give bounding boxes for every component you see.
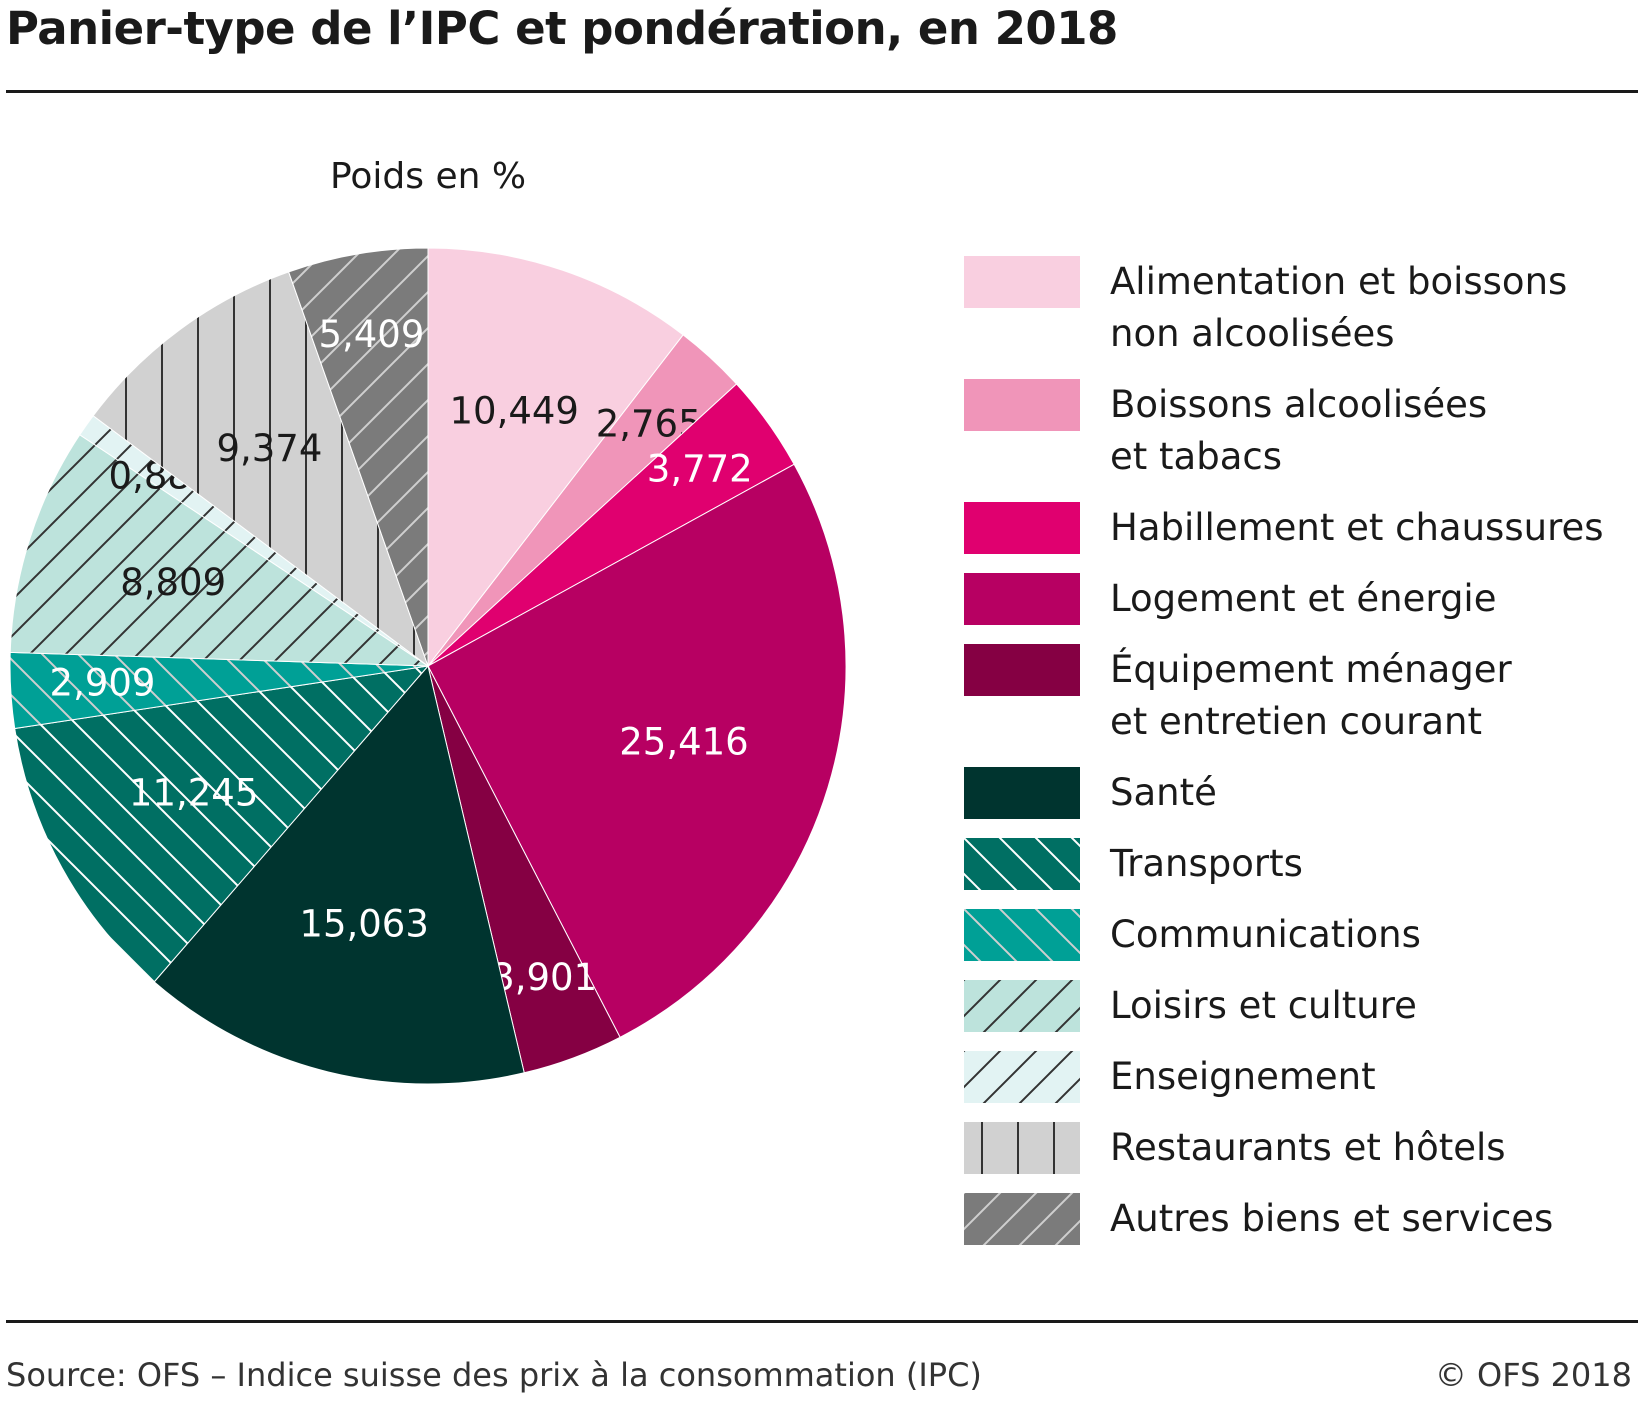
legend-item: Enseignement	[964, 1051, 1638, 1103]
pie-slice	[288, 247, 429, 667]
legend-label: Santé	[1110, 771, 1217, 814]
rule	[6, 90, 1638, 93]
legend-label: Enseignement	[1110, 1055, 1376, 1098]
legend-swatch	[964, 502, 1080, 554]
legend-item: Autres biens et services	[964, 1193, 1638, 1245]
legend-item: Boissons alcoolisées et tabacs	[964, 379, 1638, 483]
pie-slice	[427, 247, 684, 668]
value-label: 2,909	[50, 662, 156, 705]
rule	[6, 1320, 1638, 1323]
legend-item: Alimentation et boissons non alcoolisées	[964, 256, 1638, 360]
copyright: © OFS 2018	[1434, 1356, 1632, 1394]
value-label: 8,809	[120, 561, 226, 604]
value-label: 11,245	[129, 772, 258, 815]
legend-item: Habillement et chaussures	[964, 502, 1638, 554]
legend: Alimentation et boissons non alcoolisées…	[964, 256, 1638, 1264]
legend-swatch	[964, 256, 1080, 308]
legend-item: Santé	[964, 767, 1638, 819]
legend-label: Alimentation et boissons non alcoolisées	[1110, 260, 1568, 355]
chart-title: Panier-type de l’IPC et pondération, en …	[6, 2, 1118, 55]
legend-label: Autres biens et services	[1110, 1197, 1554, 1240]
value-label: 3,772	[647, 448, 753, 491]
legend-swatch	[964, 1122, 1080, 1174]
legend-swatch	[964, 379, 1080, 431]
legend-item: Équipement ménager et entretien courant	[964, 644, 1638, 748]
legend-swatch	[964, 767, 1080, 819]
legend-swatch	[964, 644, 1080, 696]
pie-chart: 10,449 2,7653,77225,4163,90115,06311,2452…	[9, 247, 847, 1085]
legend-swatch	[964, 573, 1080, 625]
legend-item: Transports	[964, 838, 1638, 890]
pie-slice	[92, 271, 430, 668]
value-label: 3,901	[491, 956, 597, 999]
subtitle: Poids en %	[329, 156, 527, 197]
legend-swatch	[964, 1051, 1080, 1103]
legend-swatch	[964, 838, 1080, 890]
pie-slice	[14, 665, 430, 983]
legend-label: Habillement et chaussures	[1110, 506, 1604, 549]
legend-item: Loisirs et culture	[964, 980, 1638, 1032]
legend-swatch	[964, 909, 1080, 961]
legend-label: Transports	[1110, 842, 1303, 885]
legend-swatch	[964, 980, 1080, 1032]
legend-label: Boissons alcoolisées et tabacs	[1110, 383, 1488, 478]
value-label: 5,409	[318, 313, 424, 356]
legend-label: Restaurants et hôtels	[1110, 1126, 1506, 1169]
legend-label: Loisirs et culture	[1110, 984, 1417, 1027]
source: Source: OFS – Indice suisse des prix à l…	[6, 1356, 982, 1394]
legend-item: Restaurants et hôtels	[964, 1122, 1638, 1174]
value-label: 15,063	[299, 902, 428, 945]
legend-item: Communications	[964, 909, 1638, 961]
legend-item: Logement et énergie	[964, 573, 1638, 625]
legend-label: Communications	[1110, 913, 1421, 956]
value-label: 10,449	[450, 389, 579, 432]
pie-slice	[153, 664, 525, 1085]
legend-label: Équipement ménager et entretien courant	[1110, 648, 1512, 743]
value-label: 9,374	[216, 427, 322, 470]
pie-slice	[427, 463, 847, 1038]
legend-label: Logement et énergie	[1110, 577, 1497, 620]
legend-swatch	[964, 1193, 1080, 1245]
value-label: 25,416	[619, 720, 748, 763]
pie-slice	[9, 434, 430, 667]
